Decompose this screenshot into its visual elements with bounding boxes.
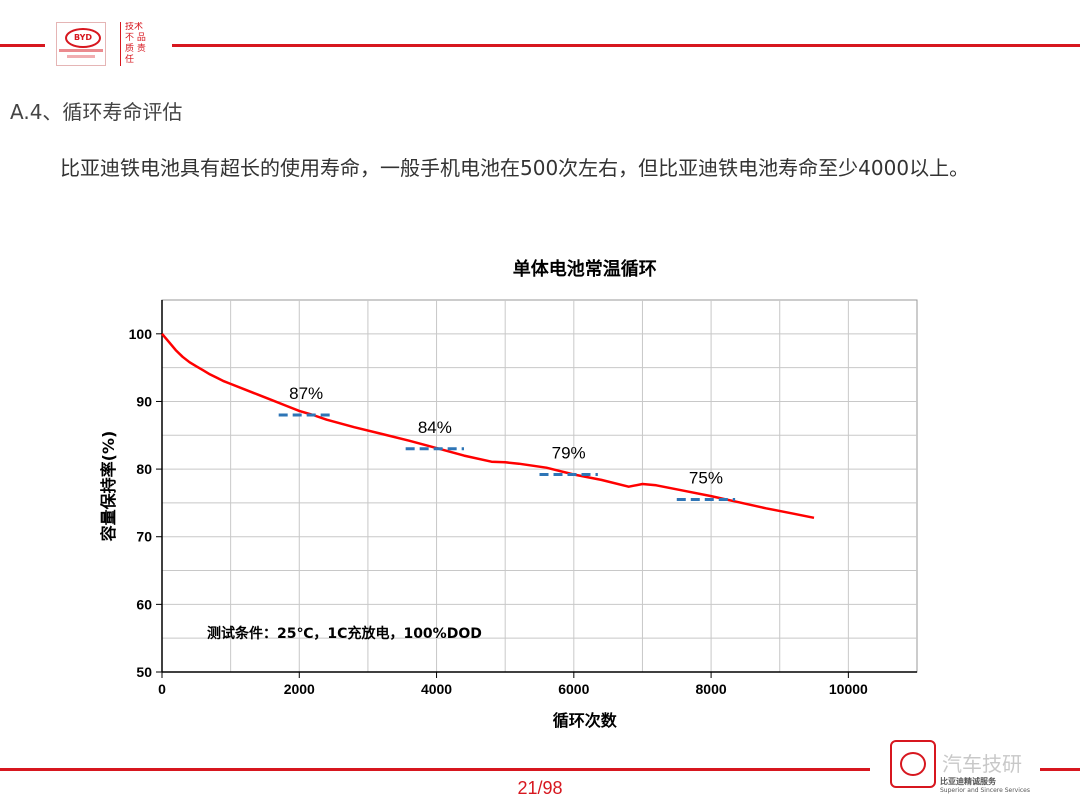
header-rule-right: [172, 44, 1080, 47]
watermark: 汽车技研: [942, 752, 1022, 776]
header-rule-left: [0, 44, 45, 47]
reference-marker-label: 75%: [689, 469, 723, 488]
x-tick-label: 4000: [421, 681, 452, 697]
x-tick-label: 6000: [558, 681, 589, 697]
footer-rule-right: [1040, 768, 1080, 771]
y-tick-label: 80: [136, 461, 152, 477]
byd-logo-text: BYD: [65, 28, 101, 48]
quality-seal: 技术 不 品质 责任: [120, 22, 154, 66]
y-tick-label: 90: [136, 393, 152, 409]
x-tick-label: 2000: [284, 681, 315, 697]
byd-logo: BYD: [56, 22, 106, 66]
y-tick-label: 100: [129, 326, 153, 342]
reference-marker-label: 87%: [289, 384, 323, 403]
y-tick-label: 70: [136, 529, 152, 545]
x-axis-title: 循环次数: [553, 711, 618, 730]
reference-marker-label: 84%: [418, 418, 452, 437]
x-tick-label: 8000: [696, 681, 727, 697]
watermark-subtitle: 比亚迪精诚服务: [940, 777, 996, 786]
capacity-retention-line: [161, 332, 815, 520]
section-title: A.4、循环寿命评估: [10, 100, 183, 124]
plot-frame: [161, 299, 918, 673]
test-conditions-annotation: 测试条件：25℃，1C充放电，100%DOD: [207, 625, 482, 642]
page-number: 21/98: [517, 778, 563, 798]
footer-rule-left: [0, 768, 870, 771]
body-paragraph: 比亚迪铁电池具有超长的使用寿命，一般手机电池在500次左右，但比亚迪铁电池寿命至…: [60, 156, 970, 180]
seal-stamp-icon: [890, 740, 936, 788]
x-tick-label: 10000: [829, 681, 868, 697]
cycle-life-chart: 0 2000 4000 6000 8000 10000 50 60 70 80 90 100 单体电池常…: [99, 258, 918, 730]
x-tick-label: 0: [158, 681, 166, 697]
watermark-subtitle-en: Superior and Sincere Services: [940, 787, 1030, 794]
y-tick-label: 50: [136, 664, 152, 680]
chart-title: 单体电池常温循环: [513, 258, 657, 280]
y-tick-label: 60: [136, 596, 152, 612]
y-axis-title: 容量保持率(%): [99, 431, 118, 543]
reference-marker-label: 79%: [552, 444, 586, 463]
